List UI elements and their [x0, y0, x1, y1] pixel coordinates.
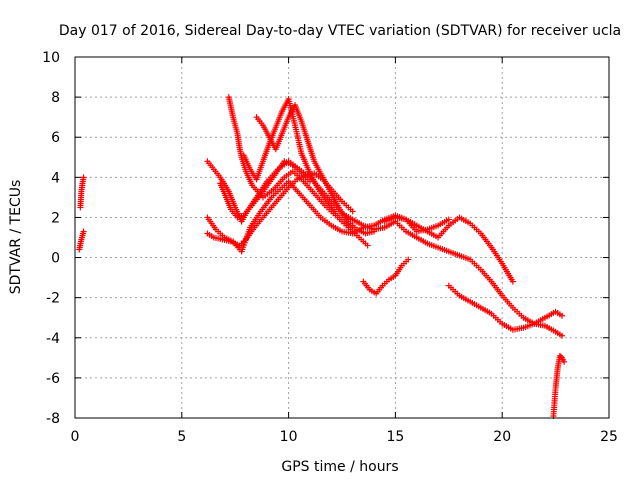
- x-tick-label: 0: [71, 429, 80, 445]
- data-point: [364, 242, 371, 249]
- tick-labels: 0 5 10 15 20 25 -8 -6 -4 -2 0 2 4 6 8 10: [42, 50, 618, 445]
- x-tick-label: 20: [493, 429, 511, 445]
- series-track-k: [381, 214, 516, 285]
- y-axis-label: SDTVAR / TECUs: [8, 180, 24, 295]
- data-point: [509, 278, 516, 285]
- data-point: [80, 174, 87, 181]
- x-tick-label: 5: [177, 429, 186, 445]
- y-tick-label: -2: [46, 291, 60, 307]
- data-point: [349, 224, 356, 231]
- series-track-f: [225, 94, 371, 249]
- x-tick-label: 10: [280, 429, 298, 445]
- series-track-a: [77, 174, 87, 211]
- data-point: [371, 228, 378, 235]
- chart-title: Day 017 of 2016, Sidereal Day-to-day VTE…: [59, 23, 621, 39]
- y-tick-label: 6: [51, 130, 60, 146]
- series-track-h: [240, 96, 356, 231]
- y-tick-label: 0: [51, 251, 60, 267]
- axis-ticks: [74, 56, 610, 419]
- data-point: [405, 256, 412, 263]
- data-point: [80, 228, 87, 235]
- series-track-b: [76, 228, 87, 253]
- series-track-j: [360, 256, 412, 297]
- data-points: [76, 94, 568, 419]
- data-point: [559, 332, 566, 339]
- series-track-l: [445, 282, 566, 339]
- data-point: [561, 358, 568, 365]
- y-tick-label: -6: [46, 371, 60, 387]
- series-track-m: [550, 352, 568, 419]
- y-tick-label: 4: [51, 170, 60, 186]
- series-track-i: [217, 158, 313, 221]
- y-tick-label: 2: [51, 210, 60, 226]
- y-tick-label: -8: [46, 411, 60, 427]
- plot-frame: [74, 56, 610, 419]
- grid: [75, 57, 609, 418]
- data-point: [559, 312, 566, 319]
- data-point: [349, 208, 356, 215]
- x-axis-label: GPS time / hours: [281, 459, 398, 475]
- y-tick-label: 8: [51, 90, 60, 106]
- data-point: [557, 353, 564, 360]
- y-tick-label: -4: [46, 331, 60, 347]
- data-point: [306, 178, 313, 185]
- x-tick-label: 25: [600, 429, 618, 445]
- x-tick-label: 15: [386, 429, 404, 445]
- y-tick-label: 10: [42, 50, 60, 66]
- data-point: [445, 216, 452, 223]
